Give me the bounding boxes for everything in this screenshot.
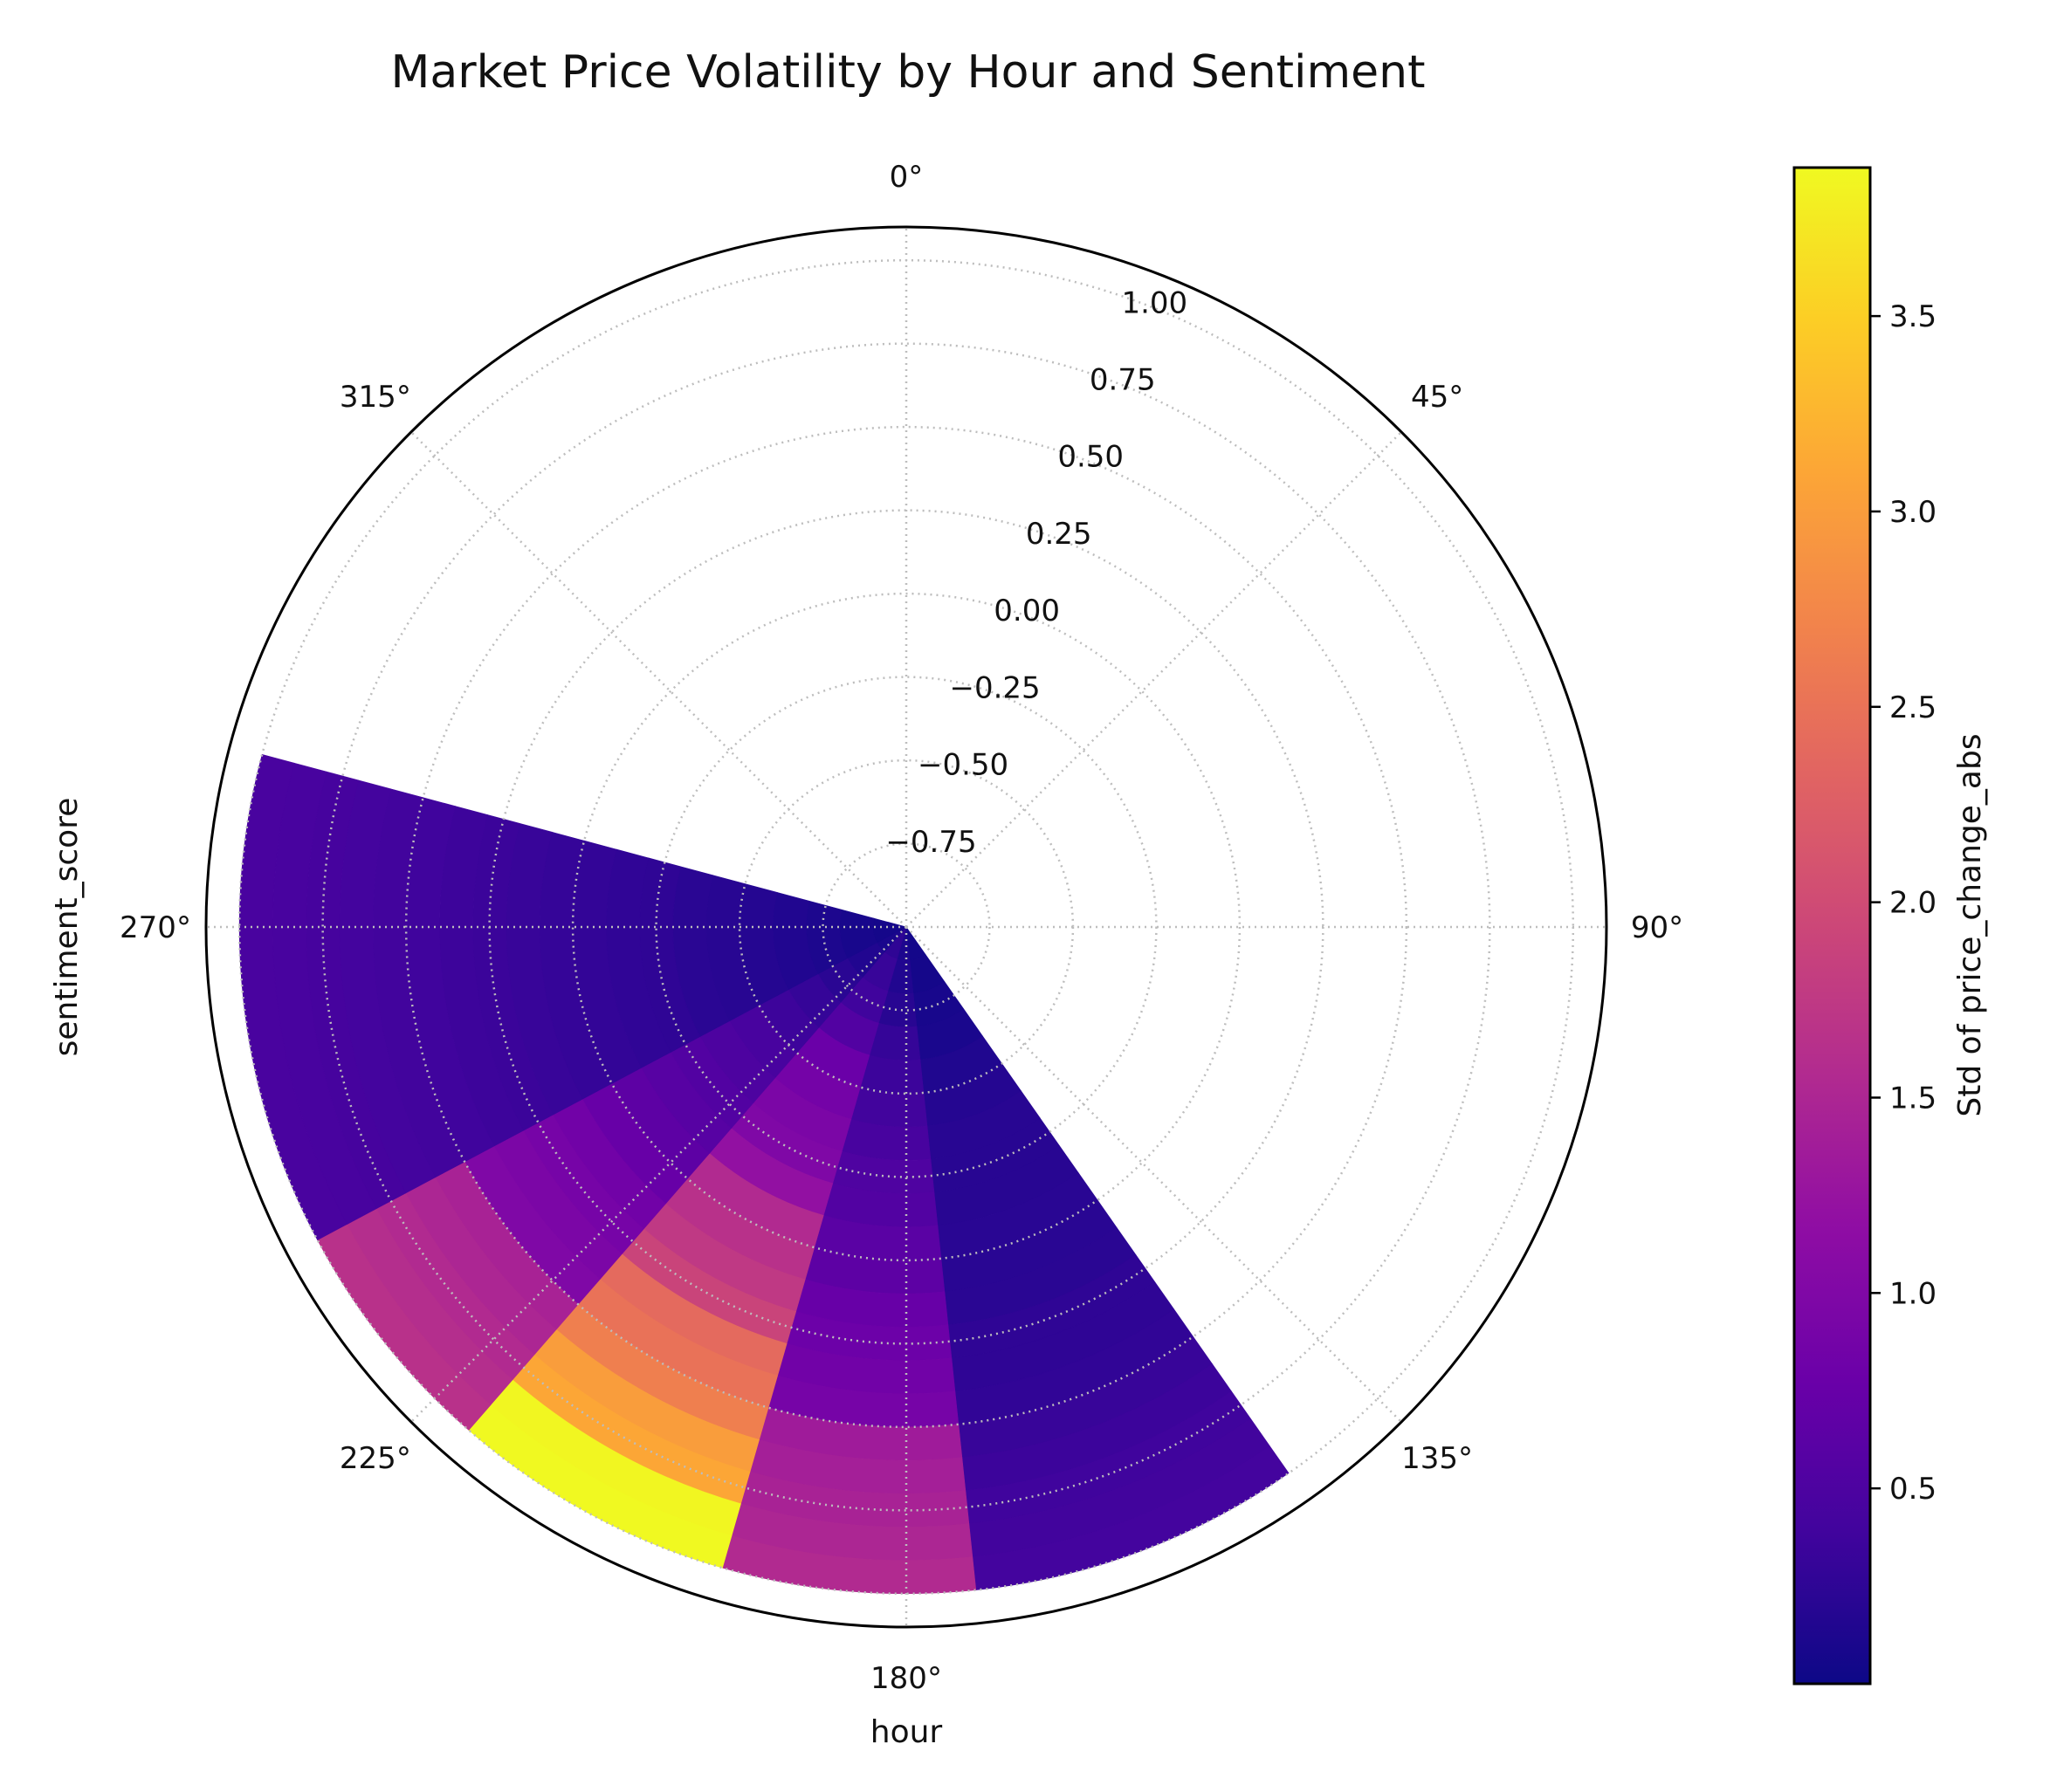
radial-tick-label: −0.75 (885, 825, 976, 860)
radial-grid-circle (822, 842, 991, 1012)
radial-tick-label: 1.00 (1121, 285, 1187, 320)
angular-grid-line (905, 926, 1402, 1423)
polar-grid (206, 227, 1606, 1627)
colorbar (1792, 166, 1872, 1686)
theta-tick-label: 90° (1631, 910, 1683, 945)
heatmap-cell (238, 753, 347, 1240)
colorbar-tick-label: 1.0 (1889, 1276, 1936, 1311)
radial-tick-label: 0.00 (994, 594, 1060, 628)
theta-tick-label: 270° (120, 910, 191, 945)
heatmap-cell (859, 1054, 925, 1095)
colorbar-tick-label: 0.5 (1889, 1472, 1936, 1507)
radial-tick-label: 0.50 (1057, 440, 1124, 475)
y-axis-label: sentiment_score (49, 798, 85, 1057)
theta-tick-label: 315° (340, 380, 411, 415)
radial-tick-label: 0.75 (1090, 363, 1156, 398)
polar-frame (204, 225, 1608, 1629)
angular-grid-line (410, 431, 907, 928)
radial-tick-label: −0.50 (918, 748, 1008, 783)
colorbar-tick-label: 2.5 (1889, 690, 1936, 725)
radial-grid-circle (655, 676, 1158, 1178)
radial-grid-circle (321, 342, 1491, 1512)
heatmap-cells (238, 753, 1290, 1595)
radial-tick-label: 0.25 (1026, 517, 1092, 552)
angular-grid-line (905, 431, 1402, 928)
theta-tick-labels: 0° 45° 90° 135° 180° 225° 270° 315° (120, 160, 1683, 1696)
radial-grid-circle (571, 592, 1242, 1262)
colorbar-ticks: 0.5 1.0 1.5 2.0 2.5 3.0 3.5 (1870, 299, 1936, 1507)
colorbar-tick-label: 2.0 (1889, 886, 1936, 921)
angular-grid-line (410, 926, 907, 1423)
colorbar-tick-label: 3.0 (1889, 495, 1936, 530)
theta-tick-label: 180° (870, 1661, 942, 1696)
theta-tick-label: 225° (340, 1441, 411, 1476)
theta-tick-label: 0° (890, 160, 924, 195)
theta-tick-label: 135° (1401, 1441, 1473, 1476)
chart-title: Market Price Volatility by Hour and Sent… (391, 46, 1426, 99)
radial-tick-label: −0.25 (950, 670, 1041, 705)
radial-grid-circle (404, 425, 1408, 1429)
colorbar-tick-label: 3.5 (1889, 299, 1936, 334)
colorbar-tick-label: 1.5 (1889, 1081, 1936, 1116)
x-axis-label: hour (870, 1714, 943, 1750)
theta-tick-label: 45° (1411, 380, 1463, 415)
radial-tick-labels: −0.75 −0.50 −0.25 0.00 0.25 0.50 0.75 1.00 (885, 285, 1187, 859)
colorbar-label: Std of price_change_abs (1952, 733, 1988, 1116)
